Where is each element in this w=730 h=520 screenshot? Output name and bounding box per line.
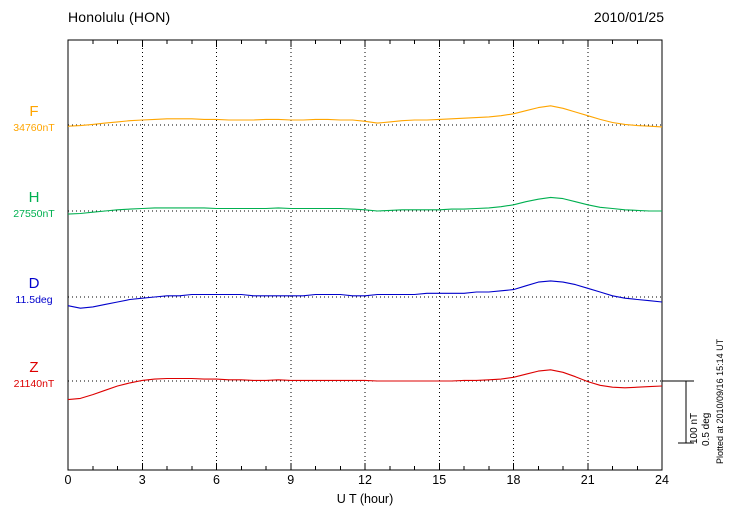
station-title: Honolulu (HON)	[68, 9, 171, 25]
x-tick-label: 18	[506, 473, 521, 487]
plot-date: 2010/01/25	[593, 9, 664, 25]
series-name-d: D	[28, 275, 40, 292]
scale-bar-deg-label: 0.5 deg	[701, 412, 712, 446]
series-label-group-f: F 34760nT	[4, 104, 64, 134]
series-baseline-value-f: 34760nT	[13, 122, 55, 134]
x-tick-label: 6	[213, 473, 220, 487]
x-tick-label: 3	[138, 473, 146, 487]
series-label-group-d: D 11.5deg	[4, 276, 64, 306]
series-baseline-value-z: 21140nT	[13, 378, 55, 390]
x-tick-label: 12	[358, 473, 372, 487]
x-tick-label: 21	[580, 473, 595, 487]
series-name-f: F	[29, 103, 39, 120]
plotted-at-note: Plotted at 2010/09/16 15:14 UT	[715, 338, 725, 464]
series-baseline-value-h: 27550nT	[13, 208, 55, 220]
scale-bar-nt-label: 100 nT	[689, 412, 700, 444]
series-label-group-z: Z 21140nT	[4, 360, 64, 390]
series-name-h: H	[28, 189, 40, 206]
x-tick-label: 15	[432, 473, 447, 487]
series-label-group-h: H 27550nT	[4, 190, 64, 220]
x-axis-title: U T (hour)	[336, 492, 394, 506]
x-tick-label: 9	[287, 473, 295, 487]
x-tick-label: 0	[64, 473, 72, 487]
series-name-z: Z	[29, 359, 39, 376]
x-tick-label: 24	[655, 473, 669, 487]
series-baseline-value-d: 11.5deg	[15, 294, 53, 306]
